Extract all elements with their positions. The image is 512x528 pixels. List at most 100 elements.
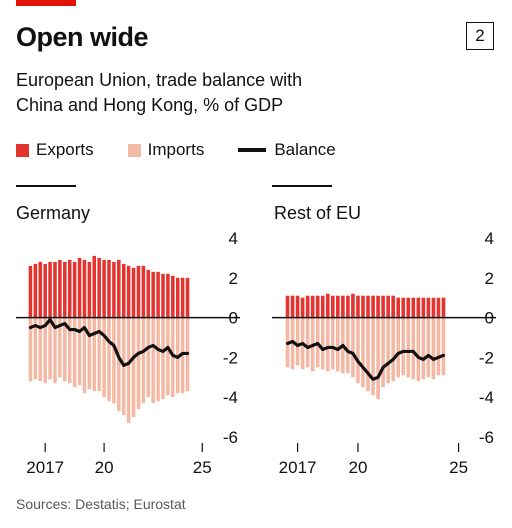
- exports-bar-germany: [175, 277, 180, 318]
- exports-bar-rest-of-eu: [295, 295, 300, 318]
- imports-bar-rest-of-eu: [396, 317, 401, 378]
- subtitle-line-1: European Union, trade balance with: [16, 70, 303, 90]
- balance-line-rest-of-eu: [285, 339, 446, 381]
- y-tick-label-rest-of-eu: 4: [485, 229, 494, 248]
- imports-bar-rest-of-eu: [336, 317, 340, 372]
- exports-bar-rest-of-eu: [406, 297, 411, 318]
- imports-bar-germany: [136, 317, 141, 410]
- exports-bar-germany: [92, 255, 97, 318]
- legend-item-exports: Exports: [16, 140, 94, 160]
- exports-bar-rest-of-eu: [391, 295, 395, 318]
- y-tick-label-rest-of-eu: 2: [485, 269, 494, 288]
- exports-bar-germany: [102, 259, 106, 318]
- x-tick-label-rest-of-eu: 20: [348, 458, 367, 477]
- exports-bar-rest-of-eu: [341, 295, 345, 318]
- exports-bar-rest-of-eu: [315, 295, 320, 318]
- exports-bar-germany: [146, 269, 151, 318]
- imports-bar-rest-of-eu: [411, 317, 416, 380]
- exports-bar-rest-of-eu: [290, 295, 295, 318]
- exports-bar-rest-of-eu: [356, 295, 360, 318]
- exports-bar-germany: [141, 265, 146, 318]
- panel-rule-germany: [16, 185, 76, 187]
- imports-bar-germany: [28, 317, 33, 382]
- legend-item-imports: Imports: [127, 140, 204, 160]
- chart-title: Open wide: [16, 22, 149, 52]
- imports-bar-rest-of-eu: [406, 317, 411, 378]
- imports-bar-germany: [48, 317, 52, 380]
- x-tick-label-germany: 25: [193, 458, 212, 477]
- y-tick-label-rest-of-eu: 0: [485, 309, 494, 328]
- exports-bar-germany: [67, 259, 72, 318]
- exports-bar-germany: [180, 277, 185, 318]
- imports-bar-rest-of-eu: [320, 317, 325, 370]
- imports-bar-rest-of-eu: [346, 317, 350, 374]
- subtitle-line-2: China and Hong Kong, % of GDP: [16, 95, 284, 115]
- imports-bar-germany: [53, 317, 57, 384]
- imports-bar-germany: [151, 317, 155, 404]
- figure-number-badge: 2: [466, 22, 494, 50]
- imports-bar-rest-of-eu: [381, 317, 385, 388]
- y-tick-label-germany: -2: [223, 348, 238, 367]
- imports-bar-germany: [126, 317, 131, 424]
- exports-bar-rest-of-eu: [285, 295, 290, 318]
- y-tick-label-germany: 2: [229, 269, 238, 288]
- exports-bar-germany: [166, 273, 170, 318]
- exports-bar-germany: [161, 273, 165, 318]
- x-tick-label-germany: 20: [95, 458, 114, 477]
- exports-bar-germany: [77, 257, 82, 318]
- imports-bar-rest-of-eu: [441, 317, 446, 376]
- x-tick-label-rest-of-eu: 25: [449, 458, 468, 477]
- exports-bar-germany: [63, 261, 67, 318]
- imports-bar-germany: [102, 317, 106, 398]
- imports-bar-germany: [58, 317, 62, 378]
- exports-swatch-icon: [16, 143, 29, 157]
- exports-bar-germany: [38, 261, 43, 318]
- imports-bar-germany: [107, 317, 111, 402]
- exports-bar-germany: [151, 271, 155, 318]
- exports-bar-rest-of-eu: [371, 295, 375, 318]
- exports-bar-rest-of-eu: [431, 297, 436, 318]
- imports-bar-germany: [67, 317, 72, 384]
- exports-bar-rest-of-eu: [441, 297, 446, 318]
- imports-bar-germany: [43, 317, 47, 384]
- exports-bar-rest-of-eu: [386, 295, 390, 318]
- imports-bar-germany: [171, 317, 175, 398]
- legend: Exports Imports Balance: [16, 138, 370, 162]
- imports-bar-rest-of-eu: [371, 317, 375, 396]
- imports-bar-rest-of-eu: [426, 317, 431, 378]
- exports-bar-germany: [107, 259, 111, 318]
- imports-bar-rest-of-eu: [305, 317, 310, 368]
- exports-bar-rest-of-eu: [396, 297, 401, 318]
- imports-bar-rest-of-eu: [351, 317, 355, 378]
- imports-bar-germany: [112, 317, 116, 404]
- legend-label-balance: Balance: [274, 140, 336, 159]
- exports-bar-rest-of-eu: [421, 297, 426, 318]
- exports-bar-rest-of-eu: [310, 295, 315, 318]
- exports-bar-germany: [97, 257, 101, 318]
- imports-bar-rest-of-eu: [416, 317, 421, 382]
- imports-bar-germany: [131, 317, 136, 418]
- imports-bar-rest-of-eu: [401, 317, 406, 376]
- exports-bar-rest-of-eu: [351, 293, 355, 318]
- exports-bar-germany: [131, 267, 136, 318]
- imports-bar-rest-of-eu: [431, 317, 436, 380]
- exports-bar-germany: [87, 261, 92, 318]
- imports-bar-rest-of-eu: [330, 317, 335, 370]
- exports-bar-germany: [43, 263, 47, 318]
- exports-bar-germany: [171, 275, 175, 318]
- imports-bar-germany: [97, 317, 101, 392]
- imports-bar-rest-of-eu: [325, 317, 330, 372]
- exports-bar-rest-of-eu: [305, 295, 310, 318]
- exports-bar-germany: [126, 265, 131, 318]
- exports-bar-rest-of-eu: [320, 295, 325, 318]
- exports-bar-rest-of-eu: [300, 297, 305, 318]
- imports-bar-germany: [33, 317, 38, 380]
- imports-swatch-icon: [127, 143, 141, 157]
- exports-bar-rest-of-eu: [416, 297, 421, 318]
- exports-bar-rest-of-eu: [426, 297, 431, 318]
- imports-bar-germany: [77, 317, 82, 386]
- legend-item-balance: Balance: [238, 140, 336, 160]
- panel-rule-rest-of-eu: [272, 185, 332, 187]
- exports-bar-rest-of-eu: [336, 295, 340, 318]
